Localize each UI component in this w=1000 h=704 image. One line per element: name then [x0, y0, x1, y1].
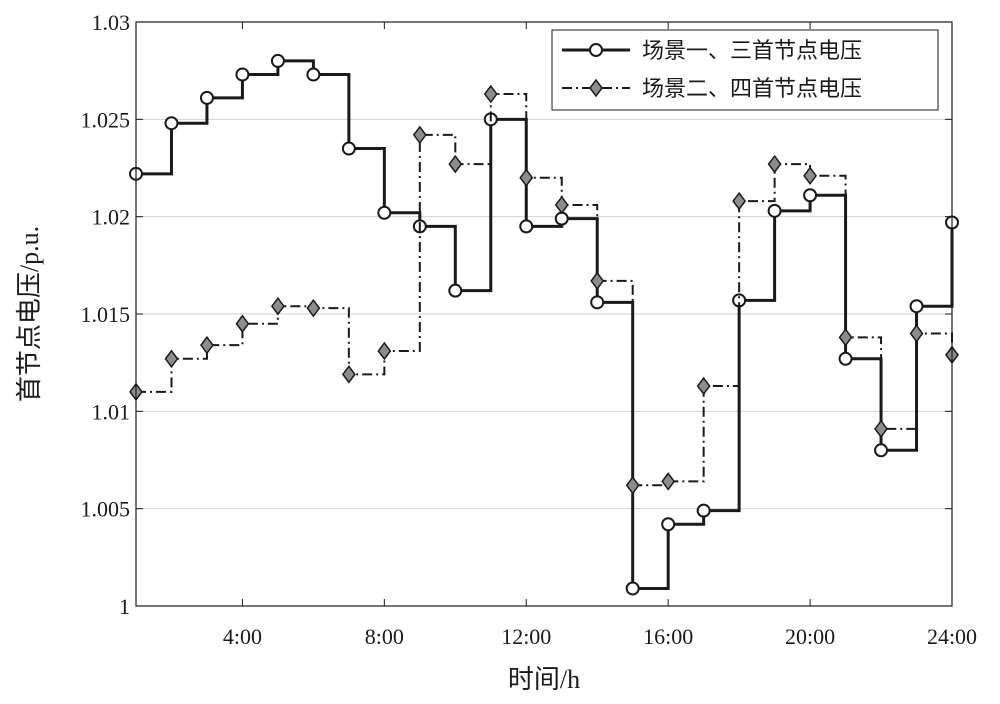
- series-layer: [129, 53, 959, 596]
- y-tick-label: 1.02: [92, 205, 131, 230]
- data-point-series-1: [803, 188, 818, 203]
- data-point-series-1: [767, 203, 782, 218]
- data-point-series-1: [199, 90, 214, 105]
- x-tick-label: 20:00: [785, 624, 835, 649]
- y-tick-label: 1.01: [92, 399, 131, 424]
- data-point-series-1: [235, 67, 250, 82]
- data-point-series-2: [767, 154, 782, 174]
- data-point-series-1: [838, 351, 853, 366]
- series-line-1: [136, 59, 954, 590]
- data-point-series-2: [341, 365, 356, 384]
- x-tick-label: 4:00: [223, 624, 262, 649]
- data-point-series-1: [590, 295, 605, 310]
- y-tick-label: 1.025: [81, 107, 131, 132]
- legend-label-series-2: 场景二、四首节点电压: [642, 76, 862, 101]
- data-point-series-1: [909, 299, 924, 314]
- data-point-series-2: [164, 349, 179, 369]
- y-axis-title: 首节点电压/p.u.: [15, 226, 44, 402]
- data-point-series-2: [732, 191, 747, 211]
- data-point-series-1: [554, 211, 569, 226]
- legend-label-series-1: 场景一、三首节点电压: [642, 38, 862, 63]
- data-point-series-1: [519, 219, 534, 234]
- legend-marker-series-1: [589, 43, 603, 57]
- y-tick-label: 1.005: [81, 497, 131, 522]
- x-tick-label: 8:00: [365, 624, 404, 649]
- x-tick-label: 12:00: [501, 624, 551, 649]
- data-point-series-2: [448, 154, 463, 174]
- data-point-series-2: [306, 298, 321, 318]
- data-point-series-2: [519, 168, 534, 187]
- data-point-series-2: [803, 166, 818, 186]
- data-point-series-1: [164, 116, 179, 131]
- data-point-series-2: [838, 328, 853, 347]
- data-point-series-1: [341, 141, 356, 156]
- legend-marker-series-2: [589, 78, 603, 98]
- data-point-series-1: [696, 503, 711, 518]
- data-point-series-1: [661, 517, 676, 532]
- data-point-series-2: [909, 324, 924, 343]
- y-tick-label: 1.03: [92, 10, 131, 35]
- data-point-series-2: [377, 341, 392, 361]
- x-axis-title: 时间/h: [508, 665, 580, 694]
- data-point-series-1: [874, 443, 889, 458]
- data-point-series-2: [590, 271, 605, 291]
- data-point-series-1: [625, 581, 640, 596]
- y-tick-label: 1: [119, 594, 130, 619]
- data-point-series-2: [696, 376, 711, 396]
- data-point-series-2: [483, 84, 498, 104]
- data-point-series-2: [554, 195, 569, 215]
- legend: 场景一、三首节点电压 场景二、四首节点电压: [551, 29, 939, 111]
- data-point-series-2: [625, 476, 640, 495]
- legend-box: [551, 29, 939, 111]
- data-point-series-1: [448, 283, 463, 298]
- data-point-series-2: [661, 472, 676, 491]
- series-line-2: [136, 93, 953, 487]
- data-point-series-2: [200, 335, 214, 355]
- data-point-series-1: [377, 205, 392, 220]
- data-point-series-2: [412, 125, 427, 145]
- grid-lines: [136, 118, 952, 510]
- data-point-series-2: [874, 419, 888, 439]
- x-tick-label: 16:00: [643, 624, 693, 649]
- data-point-series-1: [306, 67, 321, 82]
- data-point-series-2: [270, 296, 285, 316]
- y-tick-label: 1.015: [81, 302, 131, 327]
- data-point-series-1: [270, 53, 285, 68]
- data-point-series-2: [235, 314, 250, 333]
- x-tick-label: 24:00: [927, 624, 977, 649]
- axis-ticks: 1 1.005 1.01 1.015 1.02 1.025 1.03 4:00 8:00 12:0…: [81, 10, 978, 649]
